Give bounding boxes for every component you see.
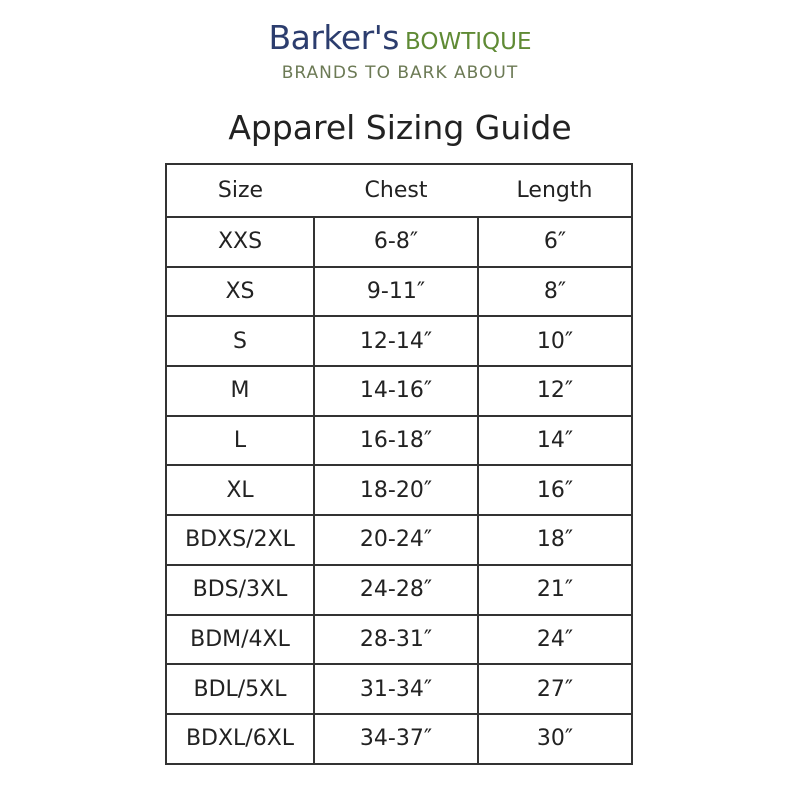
table-cell: 18″ <box>477 514 633 566</box>
table-row: XL 18-20″ 16″ <box>165 464 633 517</box>
table-row: BDS/3XL 24-28″ 21″ <box>165 563 633 616</box>
table-cell: M <box>165 365 315 417</box>
table-cell: XL <box>165 464 315 517</box>
table-cell: 24-28″ <box>313 563 479 616</box>
table-cell: BDXL/6XL <box>165 712 315 765</box>
table-cell: 16″ <box>477 464 633 517</box>
table-row: BDXS/2XL 20-24″ 18″ <box>165 514 633 566</box>
table-row: BDM/4XL 28-31″ 24″ <box>165 613 633 666</box>
table-cell: 6-8″ <box>313 216 479 268</box>
table-row: M 14-16″ 12″ <box>165 365 633 417</box>
table-cell: XXS <box>165 216 315 268</box>
table-cell: 34-37″ <box>313 712 479 765</box>
table-cell: 12-14″ <box>313 315 479 368</box>
header-row: Size Chest Length <box>165 163 633 218</box>
table-row: XS 9-11″ 8″ <box>165 265 633 318</box>
table-cell: 14-16″ <box>313 365 479 417</box>
table-cell: 28-31″ <box>313 613 479 666</box>
table-cell: 8″ <box>477 265 633 318</box>
table-cell: BDM/4XL <box>165 613 315 666</box>
table-body: Size Chest Length XXS 6-8″ 6″ XS 9-11″ 8″ S 12-14″… <box>165 163 633 765</box>
table-cell: XS <box>165 265 315 318</box>
table-cell: 14″ <box>477 414 633 467</box>
table-cell: 21″ <box>477 563 633 616</box>
brand-logo: Barker's BOWTIQUE <box>0 18 800 57</box>
table-cell: BDXS/2XL <box>165 514 315 566</box>
brand-suffix: BOWTIQUE <box>404 29 532 55</box>
table-cell: 9-11″ <box>313 265 479 318</box>
table-cell: 20-24″ <box>313 514 479 566</box>
table-cell: S <box>165 315 315 368</box>
column-header: Length <box>478 163 633 218</box>
sizing-table: Size Chest Length XXS 6-8″ 6″ XS 9-11″ 8″ S 12-14″… <box>165 163 633 765</box>
table-cell: BDL/5XL <box>165 663 315 715</box>
title: Apparel Sizing Guide <box>228 108 572 147</box>
table-cell: 27″ <box>477 663 633 715</box>
column-header: Size <box>165 163 314 218</box>
table-cell: L <box>165 414 315 467</box>
table-row: L 16-18″ 14″ <box>165 414 633 467</box>
table-cell: 24″ <box>477 613 633 666</box>
table-cell: 31-34″ <box>313 663 479 715</box>
table-row: XXS 6-8″ 6″ <box>165 216 633 268</box>
table-cell: 12″ <box>477 365 633 417</box>
table-cell: 30″ <box>477 712 633 765</box>
table-row: BDL/5XL 31-34″ 27″ <box>165 663 633 715</box>
table-cell: BDS/3XL <box>165 563 315 616</box>
table-cell: 18-20″ <box>313 464 479 517</box>
table-row: BDXL/6XL 34-37″ 30″ <box>165 712 633 765</box>
table-cell: 6″ <box>477 216 633 268</box>
brand-name: Barker's <box>268 18 399 57</box>
table-cell: 10″ <box>477 315 633 368</box>
table-cell: 16-18″ <box>313 414 479 467</box>
tagline: BRANDS TO BARK ABOUT <box>281 63 519 83</box>
column-header: Chest <box>314 163 478 218</box>
table-row: S 12-14″ 10″ <box>165 315 633 368</box>
